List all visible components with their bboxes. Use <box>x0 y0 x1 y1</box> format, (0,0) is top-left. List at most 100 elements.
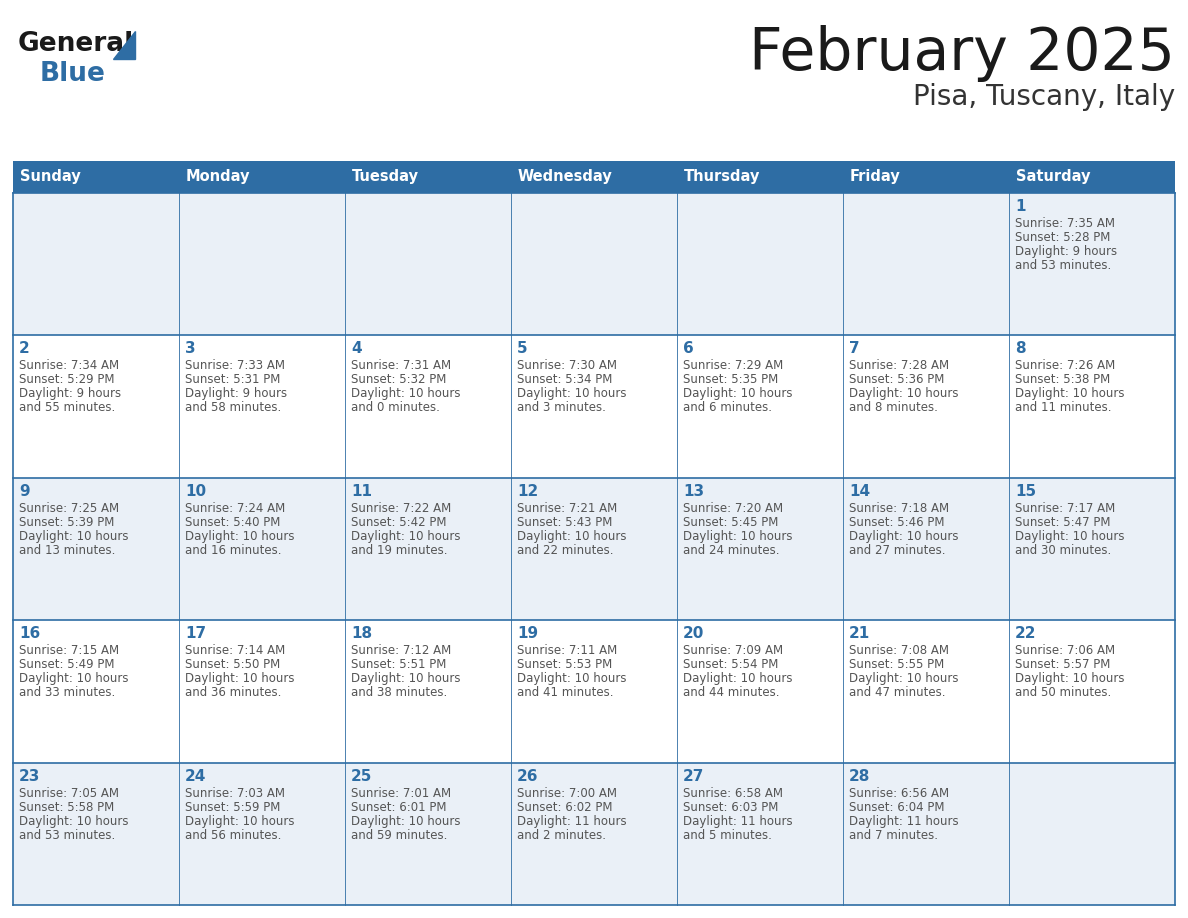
Text: 6: 6 <box>683 341 694 356</box>
Text: 25: 25 <box>350 768 372 784</box>
Text: 23: 23 <box>19 768 40 784</box>
Text: General: General <box>18 31 134 57</box>
Text: and 41 minutes.: and 41 minutes. <box>517 686 613 700</box>
Text: Sunset: 5:57 PM: Sunset: 5:57 PM <box>1015 658 1111 671</box>
Text: Sunrise: 7:00 AM: Sunrise: 7:00 AM <box>517 787 617 800</box>
Text: 17: 17 <box>185 626 207 641</box>
Text: Sunset: 5:35 PM: Sunset: 5:35 PM <box>683 374 778 386</box>
Text: 3: 3 <box>185 341 196 356</box>
Text: Daylight: 10 hours: Daylight: 10 hours <box>517 530 626 543</box>
Text: Daylight: 10 hours: Daylight: 10 hours <box>185 814 295 828</box>
Text: Sunrise: 7:03 AM: Sunrise: 7:03 AM <box>185 787 285 800</box>
Text: Daylight: 10 hours: Daylight: 10 hours <box>849 672 959 685</box>
Text: Sunrise: 7:05 AM: Sunrise: 7:05 AM <box>19 787 119 800</box>
Text: and 22 minutes.: and 22 minutes. <box>517 543 613 557</box>
Text: and 33 minutes.: and 33 minutes. <box>19 686 115 700</box>
Text: Sunrise: 7:17 AM: Sunrise: 7:17 AM <box>1015 502 1116 515</box>
Text: and 7 minutes.: and 7 minutes. <box>849 829 939 842</box>
Text: and 55 minutes.: and 55 minutes. <box>19 401 115 414</box>
Text: Sunrise: 7:15 AM: Sunrise: 7:15 AM <box>19 644 119 657</box>
Text: Sunset: 5:29 PM: Sunset: 5:29 PM <box>19 374 114 386</box>
Text: Sunset: 5:49 PM: Sunset: 5:49 PM <box>19 658 114 671</box>
Text: Tuesday: Tuesday <box>352 170 419 185</box>
Text: Daylight: 10 hours: Daylight: 10 hours <box>19 814 128 828</box>
Text: Daylight: 10 hours: Daylight: 10 hours <box>19 672 128 685</box>
Bar <box>13 621 1175 763</box>
Bar <box>13 161 1175 193</box>
Text: Sunset: 6:01 PM: Sunset: 6:01 PM <box>350 800 447 813</box>
Bar <box>13 763 1175 905</box>
Text: Sunset: 5:40 PM: Sunset: 5:40 PM <box>185 516 280 529</box>
Text: Sunset: 5:39 PM: Sunset: 5:39 PM <box>19 516 114 529</box>
Text: and 11 minutes.: and 11 minutes. <box>1015 401 1112 414</box>
Text: Sunrise: 7:25 AM: Sunrise: 7:25 AM <box>19 502 119 515</box>
Text: Sunset: 5:47 PM: Sunset: 5:47 PM <box>1015 516 1111 529</box>
Text: Sunset: 5:28 PM: Sunset: 5:28 PM <box>1015 231 1111 244</box>
Text: Daylight: 10 hours: Daylight: 10 hours <box>849 387 959 400</box>
Text: Thursday: Thursday <box>684 170 760 185</box>
Text: Sunset: 5:45 PM: Sunset: 5:45 PM <box>683 516 778 529</box>
Text: and 3 minutes.: and 3 minutes. <box>517 401 606 414</box>
Text: 27: 27 <box>683 768 704 784</box>
Text: and 13 minutes.: and 13 minutes. <box>19 543 115 557</box>
Text: Sunrise: 7:22 AM: Sunrise: 7:22 AM <box>350 502 451 515</box>
Text: Sunset: 5:54 PM: Sunset: 5:54 PM <box>683 658 778 671</box>
Text: Monday: Monday <box>187 170 251 185</box>
Text: Sunrise: 6:58 AM: Sunrise: 6:58 AM <box>683 787 783 800</box>
Polygon shape <box>113 31 135 59</box>
Text: and 53 minutes.: and 53 minutes. <box>19 829 115 842</box>
Text: Sunrise: 7:28 AM: Sunrise: 7:28 AM <box>849 360 949 373</box>
Text: and 44 minutes.: and 44 minutes. <box>683 686 779 700</box>
Text: Daylight: 9 hours: Daylight: 9 hours <box>1015 245 1117 258</box>
Text: Sunset: 5:55 PM: Sunset: 5:55 PM <box>849 658 944 671</box>
Text: and 5 minutes.: and 5 minutes. <box>683 829 772 842</box>
Text: and 50 minutes.: and 50 minutes. <box>1015 686 1111 700</box>
Text: Daylight: 11 hours: Daylight: 11 hours <box>849 814 959 828</box>
Text: Daylight: 10 hours: Daylight: 10 hours <box>1015 387 1125 400</box>
Text: Sunrise: 7:33 AM: Sunrise: 7:33 AM <box>185 360 285 373</box>
Text: Sunrise: 7:26 AM: Sunrise: 7:26 AM <box>1015 360 1116 373</box>
Text: Sunrise: 7:08 AM: Sunrise: 7:08 AM <box>849 644 949 657</box>
Text: and 58 minutes.: and 58 minutes. <box>185 401 282 414</box>
Text: Sunset: 5:36 PM: Sunset: 5:36 PM <box>849 374 944 386</box>
Text: 9: 9 <box>19 484 30 498</box>
Text: Sunset: 6:03 PM: Sunset: 6:03 PM <box>683 800 778 813</box>
Bar <box>13 477 1175 621</box>
Text: Sunrise: 7:14 AM: Sunrise: 7:14 AM <box>185 644 285 657</box>
Text: 4: 4 <box>350 341 361 356</box>
Text: 11: 11 <box>350 484 372 498</box>
Text: 24: 24 <box>185 768 207 784</box>
Text: and 47 minutes.: and 47 minutes. <box>849 686 946 700</box>
Text: Daylight: 11 hours: Daylight: 11 hours <box>683 814 792 828</box>
Text: Daylight: 10 hours: Daylight: 10 hours <box>350 814 461 828</box>
Text: Daylight: 10 hours: Daylight: 10 hours <box>683 530 792 543</box>
Text: 22: 22 <box>1015 626 1036 641</box>
Text: and 24 minutes.: and 24 minutes. <box>683 543 779 557</box>
Text: Sunrise: 7:31 AM: Sunrise: 7:31 AM <box>350 360 451 373</box>
Text: 28: 28 <box>849 768 871 784</box>
Text: Daylight: 10 hours: Daylight: 10 hours <box>1015 672 1125 685</box>
Text: 20: 20 <box>683 626 704 641</box>
Text: Sunset: 5:53 PM: Sunset: 5:53 PM <box>517 658 612 671</box>
Text: and 19 minutes.: and 19 minutes. <box>350 543 448 557</box>
Text: Sunrise: 6:56 AM: Sunrise: 6:56 AM <box>849 787 949 800</box>
Text: Sunset: 5:38 PM: Sunset: 5:38 PM <box>1015 374 1111 386</box>
Text: and 30 minutes.: and 30 minutes. <box>1015 543 1111 557</box>
Text: Sunrise: 7:35 AM: Sunrise: 7:35 AM <box>1015 217 1116 230</box>
Text: Sunset: 5:58 PM: Sunset: 5:58 PM <box>19 800 114 813</box>
Text: Sunday: Sunday <box>20 170 81 185</box>
Text: Sunset: 5:34 PM: Sunset: 5:34 PM <box>517 374 612 386</box>
Text: Daylight: 10 hours: Daylight: 10 hours <box>683 672 792 685</box>
Text: 12: 12 <box>517 484 538 498</box>
Text: Friday: Friday <box>849 170 901 185</box>
Text: Sunrise: 7:29 AM: Sunrise: 7:29 AM <box>683 360 783 373</box>
Text: Sunrise: 7:20 AM: Sunrise: 7:20 AM <box>683 502 783 515</box>
Text: Sunrise: 7:30 AM: Sunrise: 7:30 AM <box>517 360 617 373</box>
Text: Daylight: 10 hours: Daylight: 10 hours <box>350 387 461 400</box>
Text: Sunset: 5:59 PM: Sunset: 5:59 PM <box>185 800 280 813</box>
Bar <box>13 193 1175 335</box>
Text: 16: 16 <box>19 626 40 641</box>
Text: Daylight: 10 hours: Daylight: 10 hours <box>185 672 295 685</box>
Text: and 36 minutes.: and 36 minutes. <box>185 686 282 700</box>
Text: and 6 minutes.: and 6 minutes. <box>683 401 772 414</box>
